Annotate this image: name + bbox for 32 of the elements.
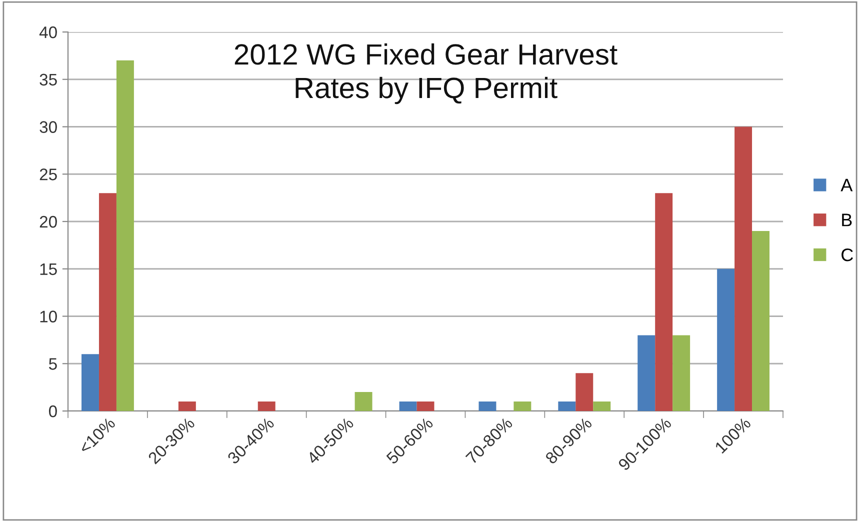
bar (576, 373, 594, 411)
y-tick-label: 30 (40, 121, 57, 133)
y-tick-label: 20 (40, 216, 57, 228)
y-tick-label: 25 (40, 168, 57, 180)
legend-label: C (842, 248, 853, 262)
bar (717, 268, 735, 411)
bar (478, 402, 496, 411)
bar (98, 193, 116, 411)
bar (558, 402, 576, 411)
bar (672, 335, 690, 411)
bar (638, 335, 656, 411)
bar (116, 60, 134, 411)
bar (178, 402, 196, 411)
legend-label: B (842, 214, 852, 226)
bar (416, 402, 434, 411)
bar (82, 354, 99, 411)
y-tick-label: 5 (48, 358, 57, 370)
bar (734, 126, 752, 411)
y-tick-label: 0 (48, 405, 57, 418)
bar (258, 402, 276, 411)
y-tick-label: 40 (39, 26, 57, 38)
bar (399, 402, 417, 411)
bar (752, 230, 770, 411)
text: 2012 WG Fixed Gear Harvest Rates by IFQ Permit (234, 43, 618, 104)
y-tick-label: 35 (40, 74, 57, 86)
legend-label: A (840, 178, 853, 192)
bar (514, 402, 532, 411)
y-tick-label: 15 (40, 263, 57, 276)
bar (655, 193, 673, 411)
y-tick-label: 10 (40, 310, 57, 322)
bar (593, 402, 611, 411)
bar (354, 392, 372, 411)
